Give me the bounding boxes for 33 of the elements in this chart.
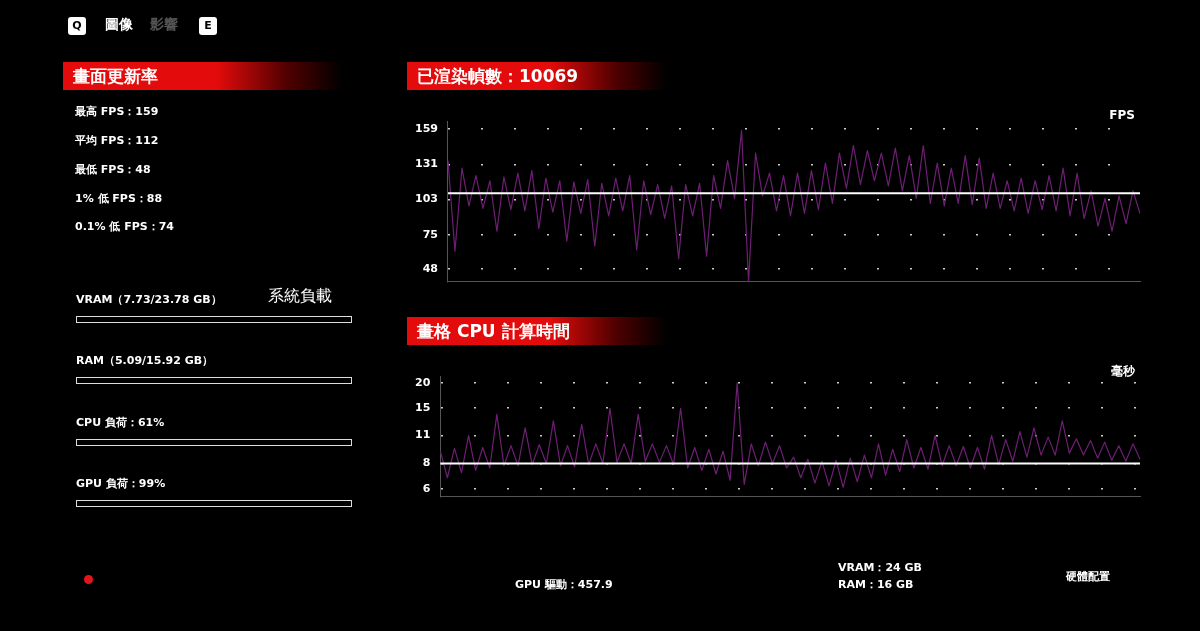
text: 硬體配置 <box>1066 569 1110 584</box>
y-tick-label: 11 <box>415 428 431 442</box>
text: 影響 <box>150 16 178 34</box>
text: 0.1% 低 FPS：74 <box>75 219 174 234</box>
y-axis-title: FPS <box>1109 108 1135 122</box>
text: GPU 負荷：99% <box>76 476 166 491</box>
chart-title: 已渲染幀數：10069 <box>407 62 667 90</box>
text: 最高 FPS：159 <box>75 104 159 119</box>
text: 平均 FPS：112 <box>75 133 159 148</box>
text: 畫面更新率 <box>63 62 343 90</box>
text: Q <box>68 17 86 35</box>
text: 最低 FPS：48 <box>75 162 151 177</box>
text: CPU 負荷：61% <box>76 415 165 430</box>
chart-title: 畫格 CPU 計算時間 <box>407 317 667 345</box>
y-tick-label: 131 <box>414 157 438 171</box>
y-tick-label: 103 <box>414 192 438 206</box>
text: RAM（5.09/15.92 GB） <box>76 353 214 368</box>
text: RAM：16 GB <box>838 577 914 592</box>
y-tick-label: 15 <box>415 401 431 415</box>
y-tick-label: 8 <box>422 456 431 470</box>
y-tick-label: 75 <box>422 227 438 241</box>
y-tick-label: 159 <box>414 122 438 136</box>
text: E <box>199 17 217 35</box>
text: 系統負載 <box>268 286 332 307</box>
text: VRAM：24 GB <box>838 560 922 575</box>
text: VRAM（7.73/23.78 GB） <box>76 292 222 307</box>
y-axis-title: 毫秒 <box>1111 363 1135 380</box>
text: 1% 低 FPS：88 <box>75 191 163 206</box>
y-tick-label: 20 <box>415 375 431 389</box>
text: GPU 驅動：457.9 <box>515 577 613 592</box>
y-tick-label: 6 <box>422 481 431 495</box>
text: 圖像 <box>105 16 133 34</box>
y-tick-label: 48 <box>422 261 438 275</box>
